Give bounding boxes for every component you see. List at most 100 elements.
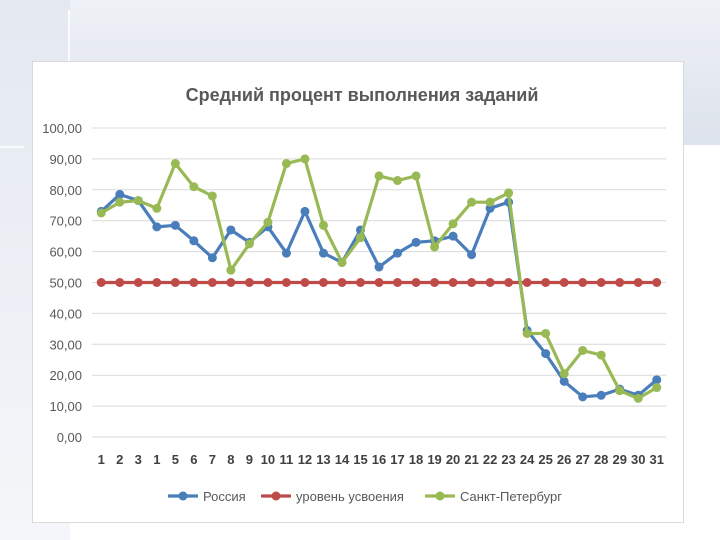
data-point [596,350,606,360]
data-point [207,278,217,287]
y-tick-label: 80,00 [49,183,82,198]
data-point [504,278,514,287]
data-point [374,278,384,287]
data-point [393,176,403,186]
decorative-line-horizontal [0,146,24,148]
y-tick-label: 10,00 [49,399,82,414]
data-point [207,191,217,201]
data-point [541,328,551,338]
data-point [393,248,403,258]
data-point [504,188,514,198]
data-point [485,278,495,287]
x-tick-label: 9 [246,452,253,467]
series-3 [96,154,662,403]
x-tick-label: 13 [316,452,330,467]
x-tick-label: 18 [409,452,423,467]
data-point [448,278,458,287]
data-point [300,206,310,216]
legend-swatch-marker [435,491,445,501]
x-tick-label: 2 [116,452,123,467]
data-point [96,278,106,287]
data-point [393,278,403,287]
data-point [485,203,495,213]
data-point [467,278,477,287]
y-tick-label: 30,00 [49,337,82,352]
data-point [615,278,625,287]
data-point [633,393,643,403]
x-tick-label: 17 [390,452,404,467]
data-point [355,233,365,243]
data-point [559,369,569,379]
x-tick-label: 10 [261,452,275,467]
x-tick-label: 1 [98,452,105,467]
legend-label: уровень усвоения [296,489,404,504]
data-point [189,182,199,192]
x-tick-label: 21 [464,452,478,467]
x-axis-tick-labels: 1 2 3 1 5 6 7 8 9 10 11 12 13 14 15 16 17 18 19 20 21 22 23 24 2… [98,452,664,467]
x-tick-label: 23 [501,452,515,467]
legend: Россия уровень усвоения Санкт-Петербург [168,489,562,504]
data-point [615,386,625,396]
decorative-line-vertical [68,10,70,110]
data-point [263,278,273,287]
data-point [300,154,310,164]
x-tick-label: 31 [650,452,664,467]
data-point [559,278,569,287]
data-point [578,278,588,287]
series-2 [96,278,662,287]
y-tick-label: 100,00 [42,121,82,136]
chart-frame [32,61,684,523]
data-point [281,248,291,258]
x-tick-label: 26 [557,452,571,467]
data-point [96,208,106,218]
legend-swatch-marker [178,491,188,501]
data-point [652,278,662,287]
data-point [170,278,180,287]
data-point [226,278,236,287]
data-point [374,171,384,181]
data-point [115,197,125,207]
data-point [541,278,551,287]
x-tick-label: 7 [209,452,216,467]
x-tick-label: 16 [372,452,386,467]
y-tick-label: 20,00 [49,368,82,383]
x-tick-label: 8 [227,452,234,467]
data-point [467,197,477,207]
y-tick-label: 90,00 [49,152,82,167]
legend-swatch-marker [271,491,281,501]
x-tick-label: 5 [172,452,179,467]
x-tick-label: 20 [446,452,460,467]
y-tick-label: 40,00 [49,306,82,321]
data-point [633,278,643,287]
data-point [374,262,384,272]
data-point [281,278,291,287]
data-point [652,375,662,385]
data-point [652,383,662,393]
y-tick-label: 50,00 [49,276,82,291]
x-tick-label: 25 [538,452,552,467]
data-point [300,278,310,287]
x-tick-label: 12 [298,452,312,467]
data-point [318,248,328,258]
data-point [189,278,199,287]
y-tick-label: 60,00 [49,245,82,260]
data-point [430,242,440,252]
y-tick-label: 0,00 [57,430,82,445]
data-point [596,390,606,400]
series-1 [96,189,662,402]
data-point [596,278,606,287]
x-tick-label: 3 [135,452,142,467]
x-tick-label: 30 [631,452,645,467]
data-point [226,265,236,275]
data-point [578,345,588,355]
data-point [189,236,199,246]
data-point [226,225,236,235]
y-axis-tick-labels: 0,00 10,00 20,00 30,00 40,00 50,00 60,00 70,00 8… [42,121,82,445]
x-tick-label: 1 [153,452,160,467]
x-tick-label: 11 [280,452,294,467]
legend-label: Санкт-Петербург [460,489,562,504]
x-tick-label: 24 [520,452,535,467]
data-point [170,159,180,169]
data-point [263,217,273,227]
